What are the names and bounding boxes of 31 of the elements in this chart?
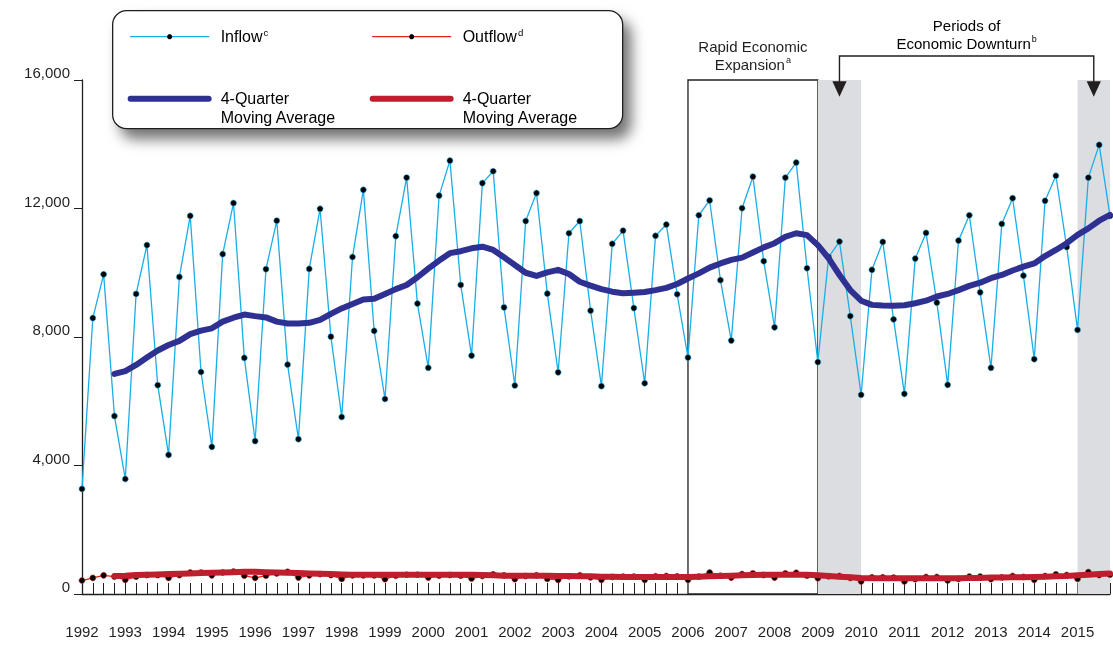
x-tick-label: 1992 [65,623,99,640]
x-tick-label: 2008 [757,623,792,640]
x-tick-label: 1999 [368,623,402,640]
legend-label: 4-Quarter Moving Average [220,89,336,126]
x-tick-label: 2007 [714,623,748,640]
x-tick-label: 1994 [151,623,186,640]
legend-label: 4-Quarter Moving Average [462,89,578,126]
y-tick-label: 0 [61,578,70,595]
x-tick-label: 1998 [325,623,359,640]
y-tick-label: 16,000 [24,64,70,81]
x-tick-label: 1996 [238,623,272,640]
y-tick-label: 12,000 [24,192,70,210]
x-tick-label: 1993 [108,623,142,640]
x-tick-label: 2009 [801,623,835,640]
x-tick-label: 1997 [281,623,316,640]
x-tick-label: 2004 [584,623,619,640]
x-tick-label: 2013 [974,623,1008,640]
y-tick-label: 4,000 [32,449,70,467]
x-tick-label: 2002 [498,623,532,640]
x-tick-label: 2012 [931,623,965,640]
x-tick-label: 2000 [411,623,445,640]
x-tick-label: 1995 [195,623,229,640]
x-tick-label: 2001 [454,623,489,640]
x-tick-label: 2005 [628,623,662,640]
x-tick-label: 2003 [541,623,575,640]
x-tick-label: 2006 [671,623,705,640]
x-tick-label: 2011 [888,623,921,640]
x-tick-label: 2015 [1060,623,1095,640]
y-tick-label: 8,000 [32,321,70,338]
x-tick-label: 2010 [844,623,878,640]
x-tick-label: 2014 [1017,623,1051,640]
